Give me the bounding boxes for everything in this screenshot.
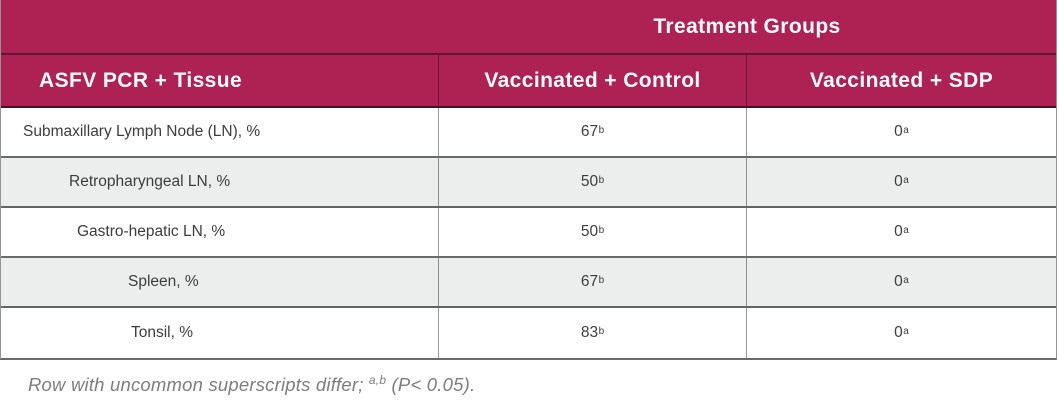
control-value: 50 (580, 173, 599, 190)
top-header-row: Treatment Groups (1, 0, 1056, 55)
footnote-superscript: a,b (368, 372, 387, 387)
top-header-cell: Treatment Groups (438, 0, 1056, 53)
control-value-cell: 83 b (438, 308, 746, 358)
control-value-cell: 50 b (438, 158, 746, 206)
tissue-label: Tonsil, % (131, 324, 194, 341)
column-header-sdp: Vaccinated + SDP (746, 55, 1056, 106)
treatment-groups-label: Treatment Groups (653, 15, 841, 38)
sdp-value: 0 (894, 324, 903, 341)
tissue-cell: Submaxillary Lymph Node (LN), % (1, 108, 438, 156)
sdp-value: 0 (894, 173, 903, 190)
column-header-tissue-label: ASFV PCR + Tissue (39, 69, 243, 92)
tissue-cell: Gastro-hepatic LN, % (1, 208, 438, 256)
column-header-sdp-label: Vaccinated + SDP (809, 69, 994, 92)
control-value-cell: 67 b (438, 108, 746, 156)
sdp-value: 0 (894, 223, 903, 240)
control-value: 83 (580, 324, 599, 341)
tissue-cell: Spleen, % (1, 258, 438, 306)
column-header-row: ASFV PCR + Tissue Vaccinated + Control V… (1, 55, 1056, 108)
column-header-control: Vaccinated + Control (438, 55, 746, 106)
control-value: 50 (580, 223, 599, 240)
footnote: Row with uncommon superscripts differ; a… (28, 374, 475, 396)
control-value: 67 (580, 273, 599, 290)
column-header-control-label: Vaccinated + Control (484, 69, 701, 92)
tissue-label: Spleen, % (128, 273, 199, 290)
sdp-value: 0 (894, 123, 903, 140)
sdp-value: 0 (894, 273, 903, 290)
tissue-cell: Retropharyngeal LN, % (1, 158, 438, 206)
control-value: 67 (580, 123, 599, 140)
footnote-text: Row with uncommon superscripts differ; (28, 374, 369, 395)
tissue-label: Submaxillary Lymph Node (LN), % (23, 123, 261, 140)
footnote-tail: (P< 0.05). (386, 374, 476, 395)
top-header-spacer (1, 0, 438, 53)
control-value-cell: 67 b (438, 258, 746, 306)
column-header-tissue: ASFV PCR + Tissue (1, 55, 438, 106)
tissue-cell: Tonsil, % (1, 308, 438, 358)
tissue-label: Retropharyngeal LN, % (69, 173, 231, 190)
tissue-label: Gastro-hepatic LN, % (77, 223, 226, 240)
asfv-pcr-results-table: Treatment Groups ASFV PCR + Tissue Vacci… (0, 0, 1057, 360)
control-value-cell: 50 b (438, 208, 746, 256)
